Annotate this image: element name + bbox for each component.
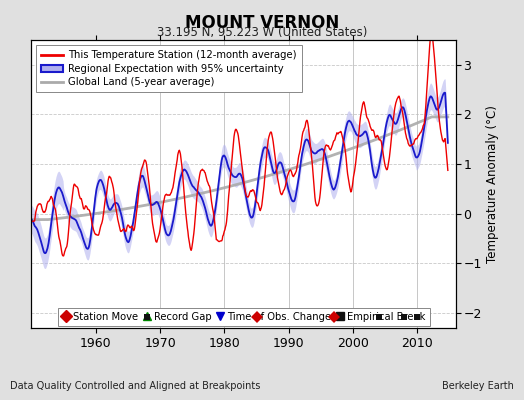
Text: Berkeley Earth: Berkeley Earth [442, 381, 514, 391]
Text: 33.195 N, 95.223 W (United States): 33.195 N, 95.223 W (United States) [157, 26, 367, 39]
Text: MOUNT VERNON: MOUNT VERNON [185, 14, 339, 32]
Legend: Station Move, Record Gap, Time of Obs. Change, Empirical Break: Station Move, Record Gap, Time of Obs. C… [58, 308, 430, 326]
Y-axis label: Temperature Anomaly (°C): Temperature Anomaly (°C) [486, 105, 499, 263]
Text: Data Quality Controlled and Aligned at Breakpoints: Data Quality Controlled and Aligned at B… [10, 381, 261, 391]
